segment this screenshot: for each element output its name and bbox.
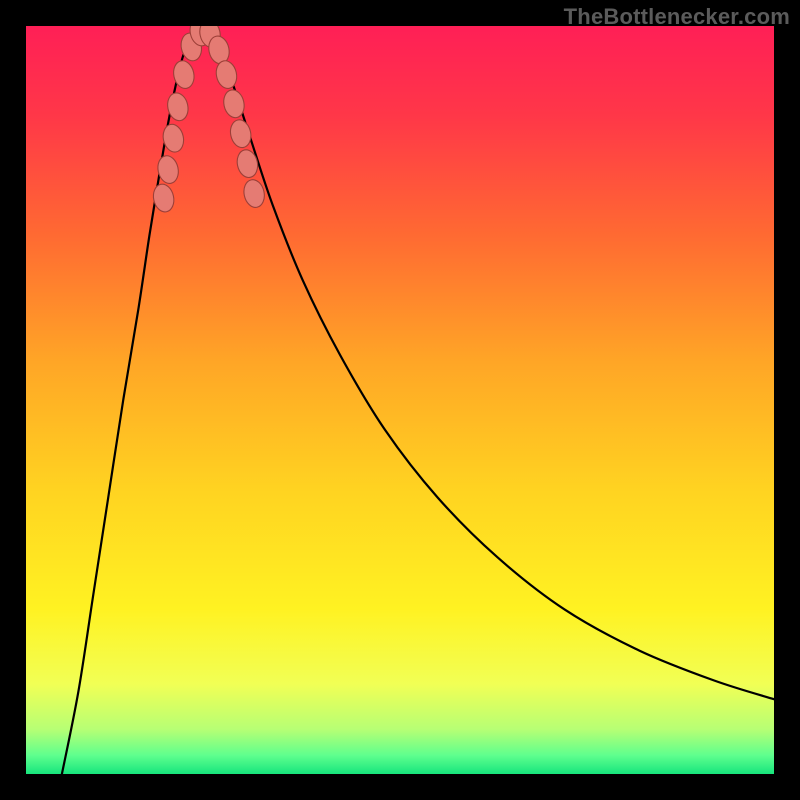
data-marker	[241, 178, 266, 210]
bottleneck-curve	[26, 26, 774, 774]
data-marker	[228, 118, 253, 150]
frame-border-right	[774, 0, 800, 800]
watermark-text: TheBottlenecker.com	[564, 4, 790, 30]
frame-border-bottom	[0, 774, 800, 800]
chart-frame: TheBottlenecker.com	[0, 0, 800, 800]
plot-area	[26, 26, 774, 774]
data-marker	[235, 148, 260, 180]
frame-border-left	[0, 0, 26, 800]
curve-branch	[202, 27, 774, 699]
